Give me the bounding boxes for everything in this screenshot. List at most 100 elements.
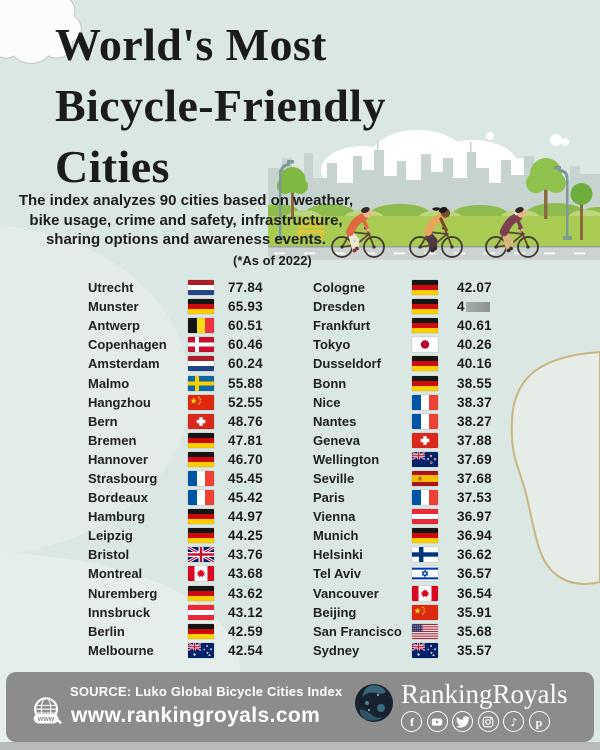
ranking-row: Vienna 36.97	[313, 507, 511, 526]
index-score: 43.12	[228, 604, 263, 620]
ranking-row: Frankfurt 40.61	[313, 316, 511, 335]
ranking-column-right: Cologne 42.07 Dresden 4 Frankfurt 40.61 Tokyo 4…	[313, 278, 511, 660]
ranking-row: Berlin 42.59	[88, 622, 286, 641]
city-name: Bonn	[313, 375, 347, 391]
index-score: 35.91	[457, 604, 492, 620]
index-score: 45.42	[228, 490, 263, 506]
index-score: 60.51	[228, 318, 263, 334]
index-score: 60.46	[228, 337, 263, 353]
index-score: 38.27	[457, 413, 492, 429]
youtube-icon[interactable]	[426, 711, 448, 732]
ranking-row: Bremen 47.81	[88, 431, 286, 450]
index-score: 37.68	[457, 470, 492, 486]
united-states-flag-icon	[412, 623, 438, 639]
city-name: Wellington	[313, 451, 380, 467]
sweden-flag-icon	[188, 375, 214, 391]
index-score: 38.55	[457, 375, 492, 391]
france-flag-icon	[412, 394, 438, 410]
new-zealand-flag-icon	[412, 451, 438, 467]
index-score: 45.45	[228, 470, 263, 486]
city-name: Antwerp	[88, 318, 140, 334]
pinterest-icon[interactable]: p	[528, 711, 550, 732]
city-name: Nuremberg	[88, 585, 158, 601]
germany-flag-icon	[412, 280, 438, 296]
index-score: 36.62	[457, 547, 492, 563]
tree	[277, 158, 593, 240]
instagram-icon[interactable]	[477, 711, 499, 732]
twitter-icon[interactable]	[452, 711, 473, 732]
index-score: 43.62	[228, 585, 263, 601]
china-flag-icon	[412, 604, 438, 620]
ranking-row: Nantes 38.27	[313, 412, 511, 431]
index-description: The index analyzes 90 cities based on we…	[18, 192, 354, 248]
france-flag-icon	[412, 490, 438, 506]
website-link[interactable]: www.rankingroyals.com	[71, 704, 321, 727]
germany-flag-icon	[188, 432, 214, 448]
germany-flag-icon	[188, 509, 214, 525]
ranking-row: Hannover 46.70	[88, 450, 286, 469]
city-name: San Francisco	[313, 623, 402, 639]
city-name: Paris	[313, 490, 345, 506]
japan-flag-icon	[412, 337, 438, 353]
svg-text:p: p	[536, 715, 543, 729]
germany-flag-icon	[412, 318, 438, 334]
city-name: Vienna	[313, 509, 356, 525]
city-name: Hannover	[88, 451, 148, 467]
index-score: 43.68	[228, 566, 263, 582]
index-score: 43.76	[228, 547, 263, 563]
index-score: 46.70	[228, 451, 263, 467]
canada-flag-icon	[412, 585, 438, 601]
svg-text:♪: ♪	[510, 716, 517, 729]
index-score: 40.61	[457, 318, 492, 334]
cyclist-2	[408, 206, 464, 259]
city-name: Malmo	[88, 375, 130, 391]
canada-flag-icon	[188, 566, 214, 582]
as-of-note: (*As of 2022)	[233, 253, 312, 268]
index-score: 44.25	[228, 528, 263, 544]
ranking-row: Montreal 43.68	[88, 564, 286, 583]
australia-flag-icon	[412, 642, 438, 658]
austria-flag-icon	[412, 509, 438, 525]
facebook-icon[interactable]: f	[401, 711, 422, 732]
page-title: World's Most Bicycle-Friendly Cities	[55, 14, 386, 197]
ranking-row: Melbourne 42.54	[88, 641, 286, 660]
germany-flag-icon	[188, 528, 214, 544]
spain-flag-icon	[412, 470, 438, 486]
index-score: 40.16	[457, 356, 492, 372]
footer-bar: SOURCE: Luko Global Bicycle Cities Index…	[6, 672, 594, 742]
city-name: Cologne	[313, 280, 365, 296]
ranking-row: Vancouver 36.54	[313, 584, 511, 603]
svg-text:f: f	[410, 715, 415, 729]
social-icons: f ♪ p	[401, 711, 568, 732]
ranking-row: Hangzhou 52.55	[88, 393, 286, 412]
ranking-row: Cologne 42.07	[313, 278, 511, 297]
www-label: www	[37, 715, 55, 723]
belgium-flag-icon	[188, 318, 214, 334]
switzerland-flag-icon	[188, 413, 214, 429]
index-score: 37.69	[457, 451, 492, 467]
ranking-row: San Francisco 35.68	[313, 622, 511, 641]
footer-source-block: SOURCE: Luko Global Bicycle Cities Index…	[28, 684, 342, 732]
source-label: SOURCE: Luko Global Bicycle Cities Index	[70, 684, 343, 699]
index-score: 36.54	[457, 585, 492, 601]
index-score: 36.57	[457, 566, 492, 582]
cyclist-3	[484, 207, 540, 259]
rankingroyals-globe-logo	[355, 684, 393, 722]
index-score: 60.24	[228, 356, 263, 372]
city-name: Innsbruck	[88, 604, 151, 620]
netherlands-flag-icon	[188, 356, 214, 372]
austria-flag-icon	[188, 604, 214, 620]
ranking-row: Sydney 35.57	[313, 641, 511, 660]
city-name: Tel Aviv	[313, 566, 361, 582]
index-score: 42.54	[228, 642, 263, 658]
germany-flag-icon	[188, 299, 214, 315]
ranking-row: Amsterdam 60.24	[88, 354, 286, 373]
france-flag-icon	[412, 413, 438, 429]
index-score: 55.88	[228, 375, 263, 391]
brand-name: RankingRoyals	[401, 679, 568, 709]
city-name: Bern	[88, 413, 118, 429]
france-flag-icon	[188, 490, 214, 506]
censored-score-box	[465, 301, 490, 312]
ranking-row: Wellington 37.69	[313, 450, 511, 469]
tiktok-icon[interactable]: ♪	[503, 711, 524, 732]
